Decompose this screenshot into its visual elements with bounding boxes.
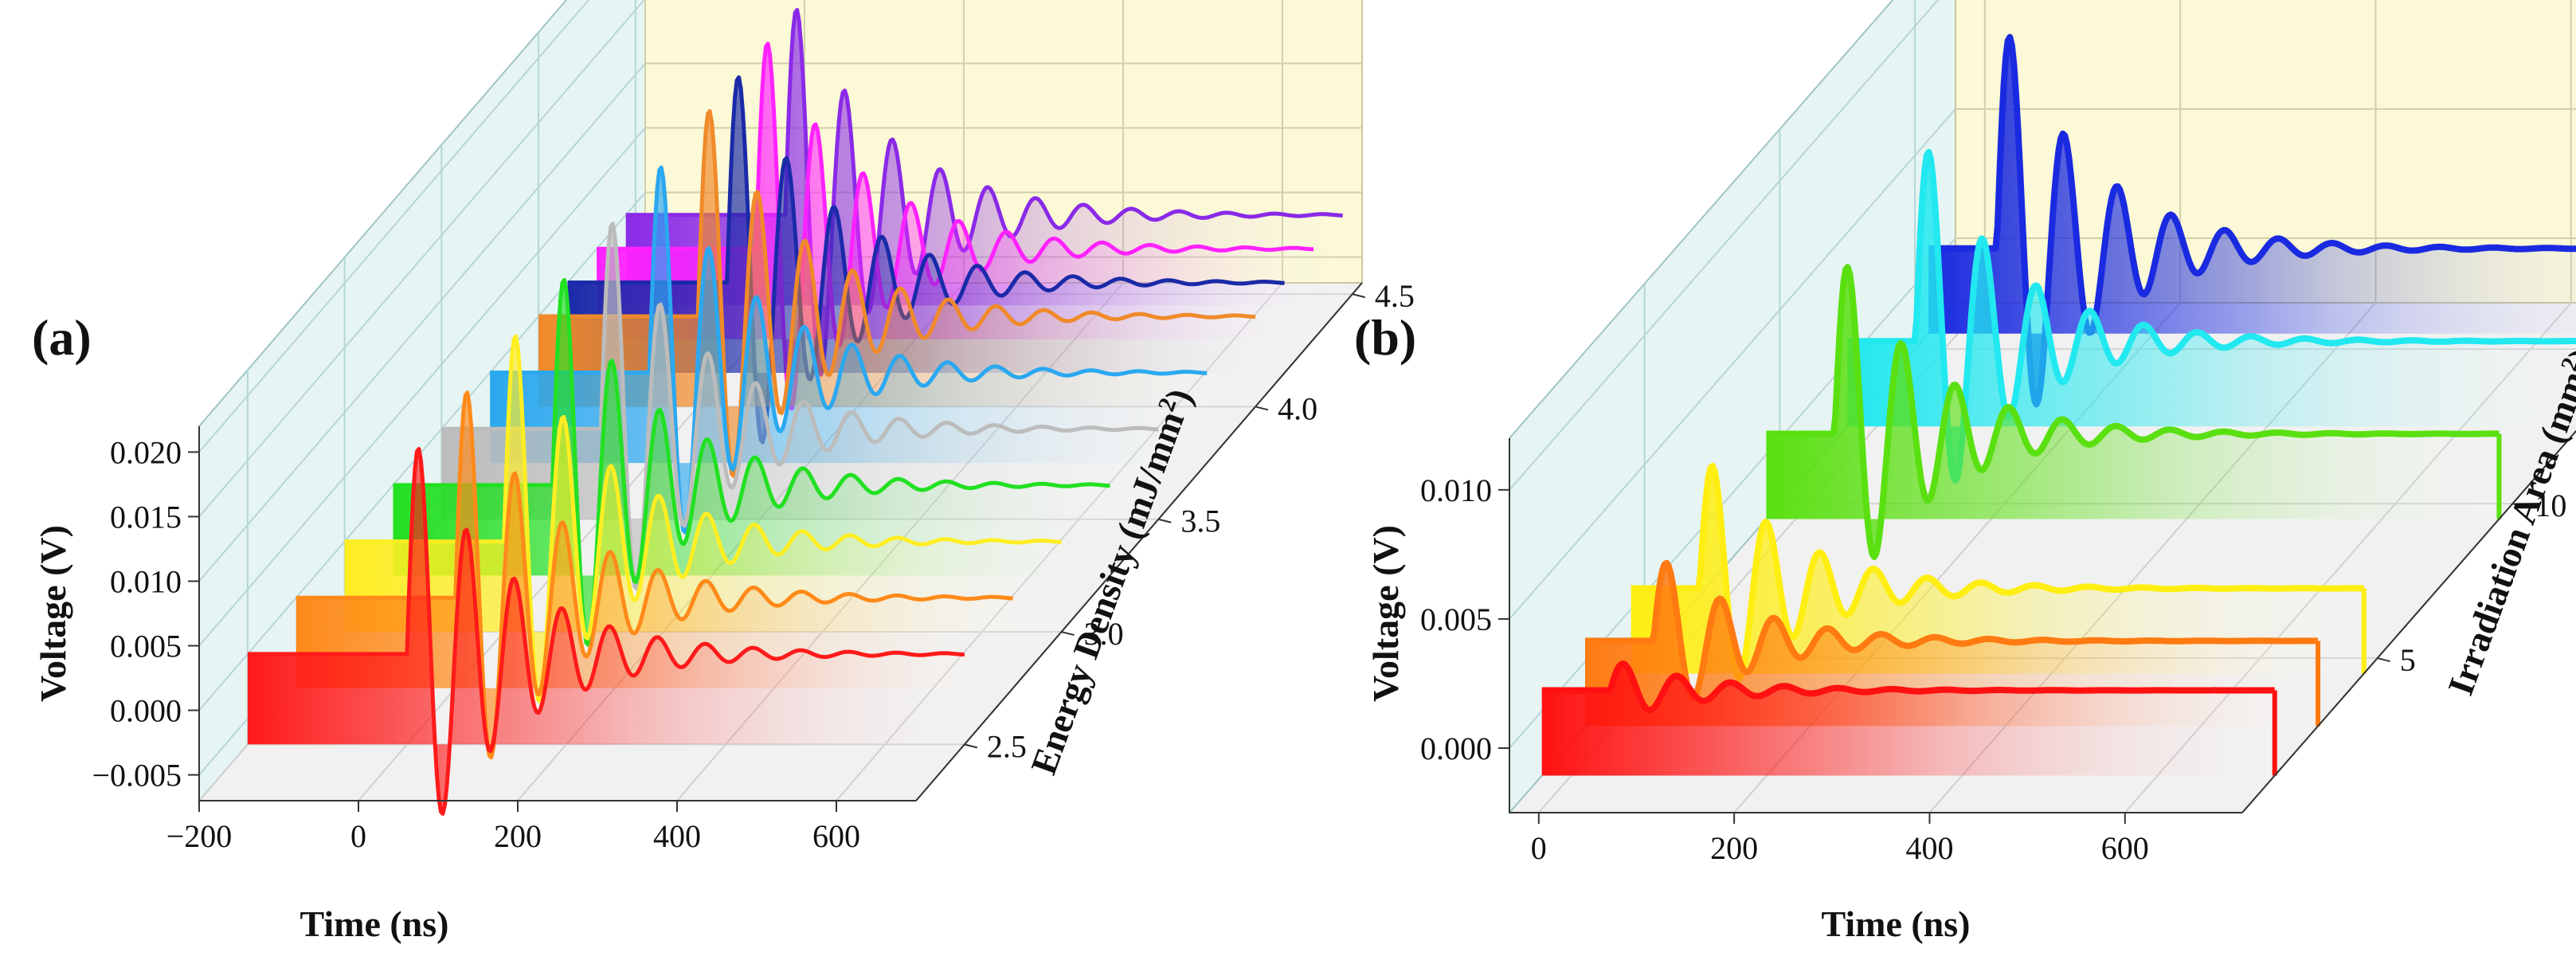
z-tick-label: 4.5 (1375, 278, 1415, 314)
x-tick-label: 400 (653, 818, 701, 854)
series-area-2 (1584, 559, 2321, 727)
z-tick-mark (2512, 503, 2526, 508)
panel-b-y-ticks: 0.000 0.005 0.010 (1420, 438, 1510, 813)
series-line-area-3 (1630, 462, 2366, 682)
a-side-grid-y (198, 0, 645, 518)
z-tick-label: 10 (2535, 488, 2566, 523)
y-tick-label: 0.000 (1420, 731, 1492, 766)
x-tick-label: 400 (1905, 830, 1953, 866)
z-tick-label: 4.0 (1278, 390, 1317, 426)
y-tick-label: −0.005 (92, 758, 182, 794)
b-side-grid-y (1509, 237, 1956, 749)
series-line-4.15 (567, 75, 1285, 445)
z-tick-mark (2377, 657, 2390, 663)
a-side-grid-y (198, 0, 590, 453)
y-tick-label: 0.020 (110, 434, 182, 470)
panel-a-y-ticks: −0.005 0.000 0.005 0.010 0.015 0.020 (92, 426, 200, 801)
a-side-grid-y (198, 127, 646, 647)
series-fill-area-6 (1928, 37, 2576, 405)
series-2.5 (247, 447, 965, 816)
y-tick-label: 0.000 (110, 693, 182, 729)
panel-a-y-axis-title: Voltage (V) (33, 525, 73, 702)
series-fill-area-5 (1847, 151, 2576, 481)
z-tick-label: 2.5 (987, 728, 1027, 764)
y-tick-label: 0.005 (110, 629, 182, 664)
series-area-1 (1541, 660, 2277, 776)
a-side-grid-y (198, 191, 646, 711)
series-line-2.5 (247, 447, 965, 816)
panel-a: (a) −0.005 0.000 0.005 0.010 0.015 0.020 −200… (32, 0, 1415, 944)
x-tick-label: 600 (812, 818, 860, 854)
series-line-area-6 (1927, 33, 2576, 408)
panel-b-x-ticks: 0 200 400 600 (1509, 812, 2242, 866)
y-tick-label: 0.010 (1420, 472, 1492, 508)
x-tick-label: 200 (1710, 830, 1758, 866)
panel-b-y-axis-title: Voltage (V) (1365, 525, 1406, 702)
z-tick-label: 3.5 (1180, 504, 1220, 539)
z-tick-mark (1352, 293, 1366, 299)
series-area-5 (1846, 148, 2576, 484)
x-tick-label: 0 (1531, 830, 1547, 866)
z-tick-label: 5 (2400, 642, 2416, 678)
x-tick-label: −200 (166, 818, 233, 854)
series-area-6 (1927, 33, 2576, 408)
panel-a-series-group (247, 7, 1343, 816)
panel-a-x-axis-title: Time (ns) (300, 903, 449, 944)
panel-b-x-axis-title: Time (ns) (1822, 903, 1971, 944)
series-line-area-1 (1541, 660, 2277, 714)
z-tick-mark (1158, 518, 1172, 523)
series-line-area-4 (1765, 264, 2500, 560)
x-tick-label: 0 (350, 818, 366, 854)
series-fill-area-3 (1631, 465, 2364, 679)
a-side-grid-y (198, 62, 646, 582)
panel-label-a: (a) (32, 309, 92, 366)
b-side-grid-y (1509, 0, 1940, 491)
panel-a-z-ticks: 2.5 3.0 3.5 4.0 4.5 (915, 278, 1415, 802)
series-area-3 (1630, 462, 2367, 682)
series-line-area-5 (1846, 148, 2576, 484)
series-line-area-2 (1584, 559, 2320, 702)
x-tick-label: 200 (494, 818, 542, 854)
y-tick-label: 0.015 (110, 499, 182, 535)
y-tick-label: 0.005 (1420, 602, 1492, 637)
z-tick-mark (1255, 406, 1269, 411)
z-tick-mark (964, 743, 978, 749)
z-axis-line (915, 282, 1363, 802)
series-area-4 (1765, 264, 2502, 560)
panel-b-series-group (1541, 33, 2576, 776)
b-side-grid-y (1509, 108, 1956, 620)
x-tick-label: 600 (2101, 830, 2149, 866)
z-axis-line (2241, 429, 2576, 813)
panel-label-b: (b) (1354, 309, 1416, 366)
panel-a-x-ticks: −200 0 200 400 600 (166, 800, 916, 854)
z-tick-label: 3.0 (1084, 616, 1124, 652)
y-tick-label: 0.010 (110, 563, 182, 599)
panel-b-z-ticks: 51015 (2241, 429, 2576, 813)
z-tick-mark (1061, 631, 1075, 637)
series-fill-area-4 (1766, 267, 2500, 557)
